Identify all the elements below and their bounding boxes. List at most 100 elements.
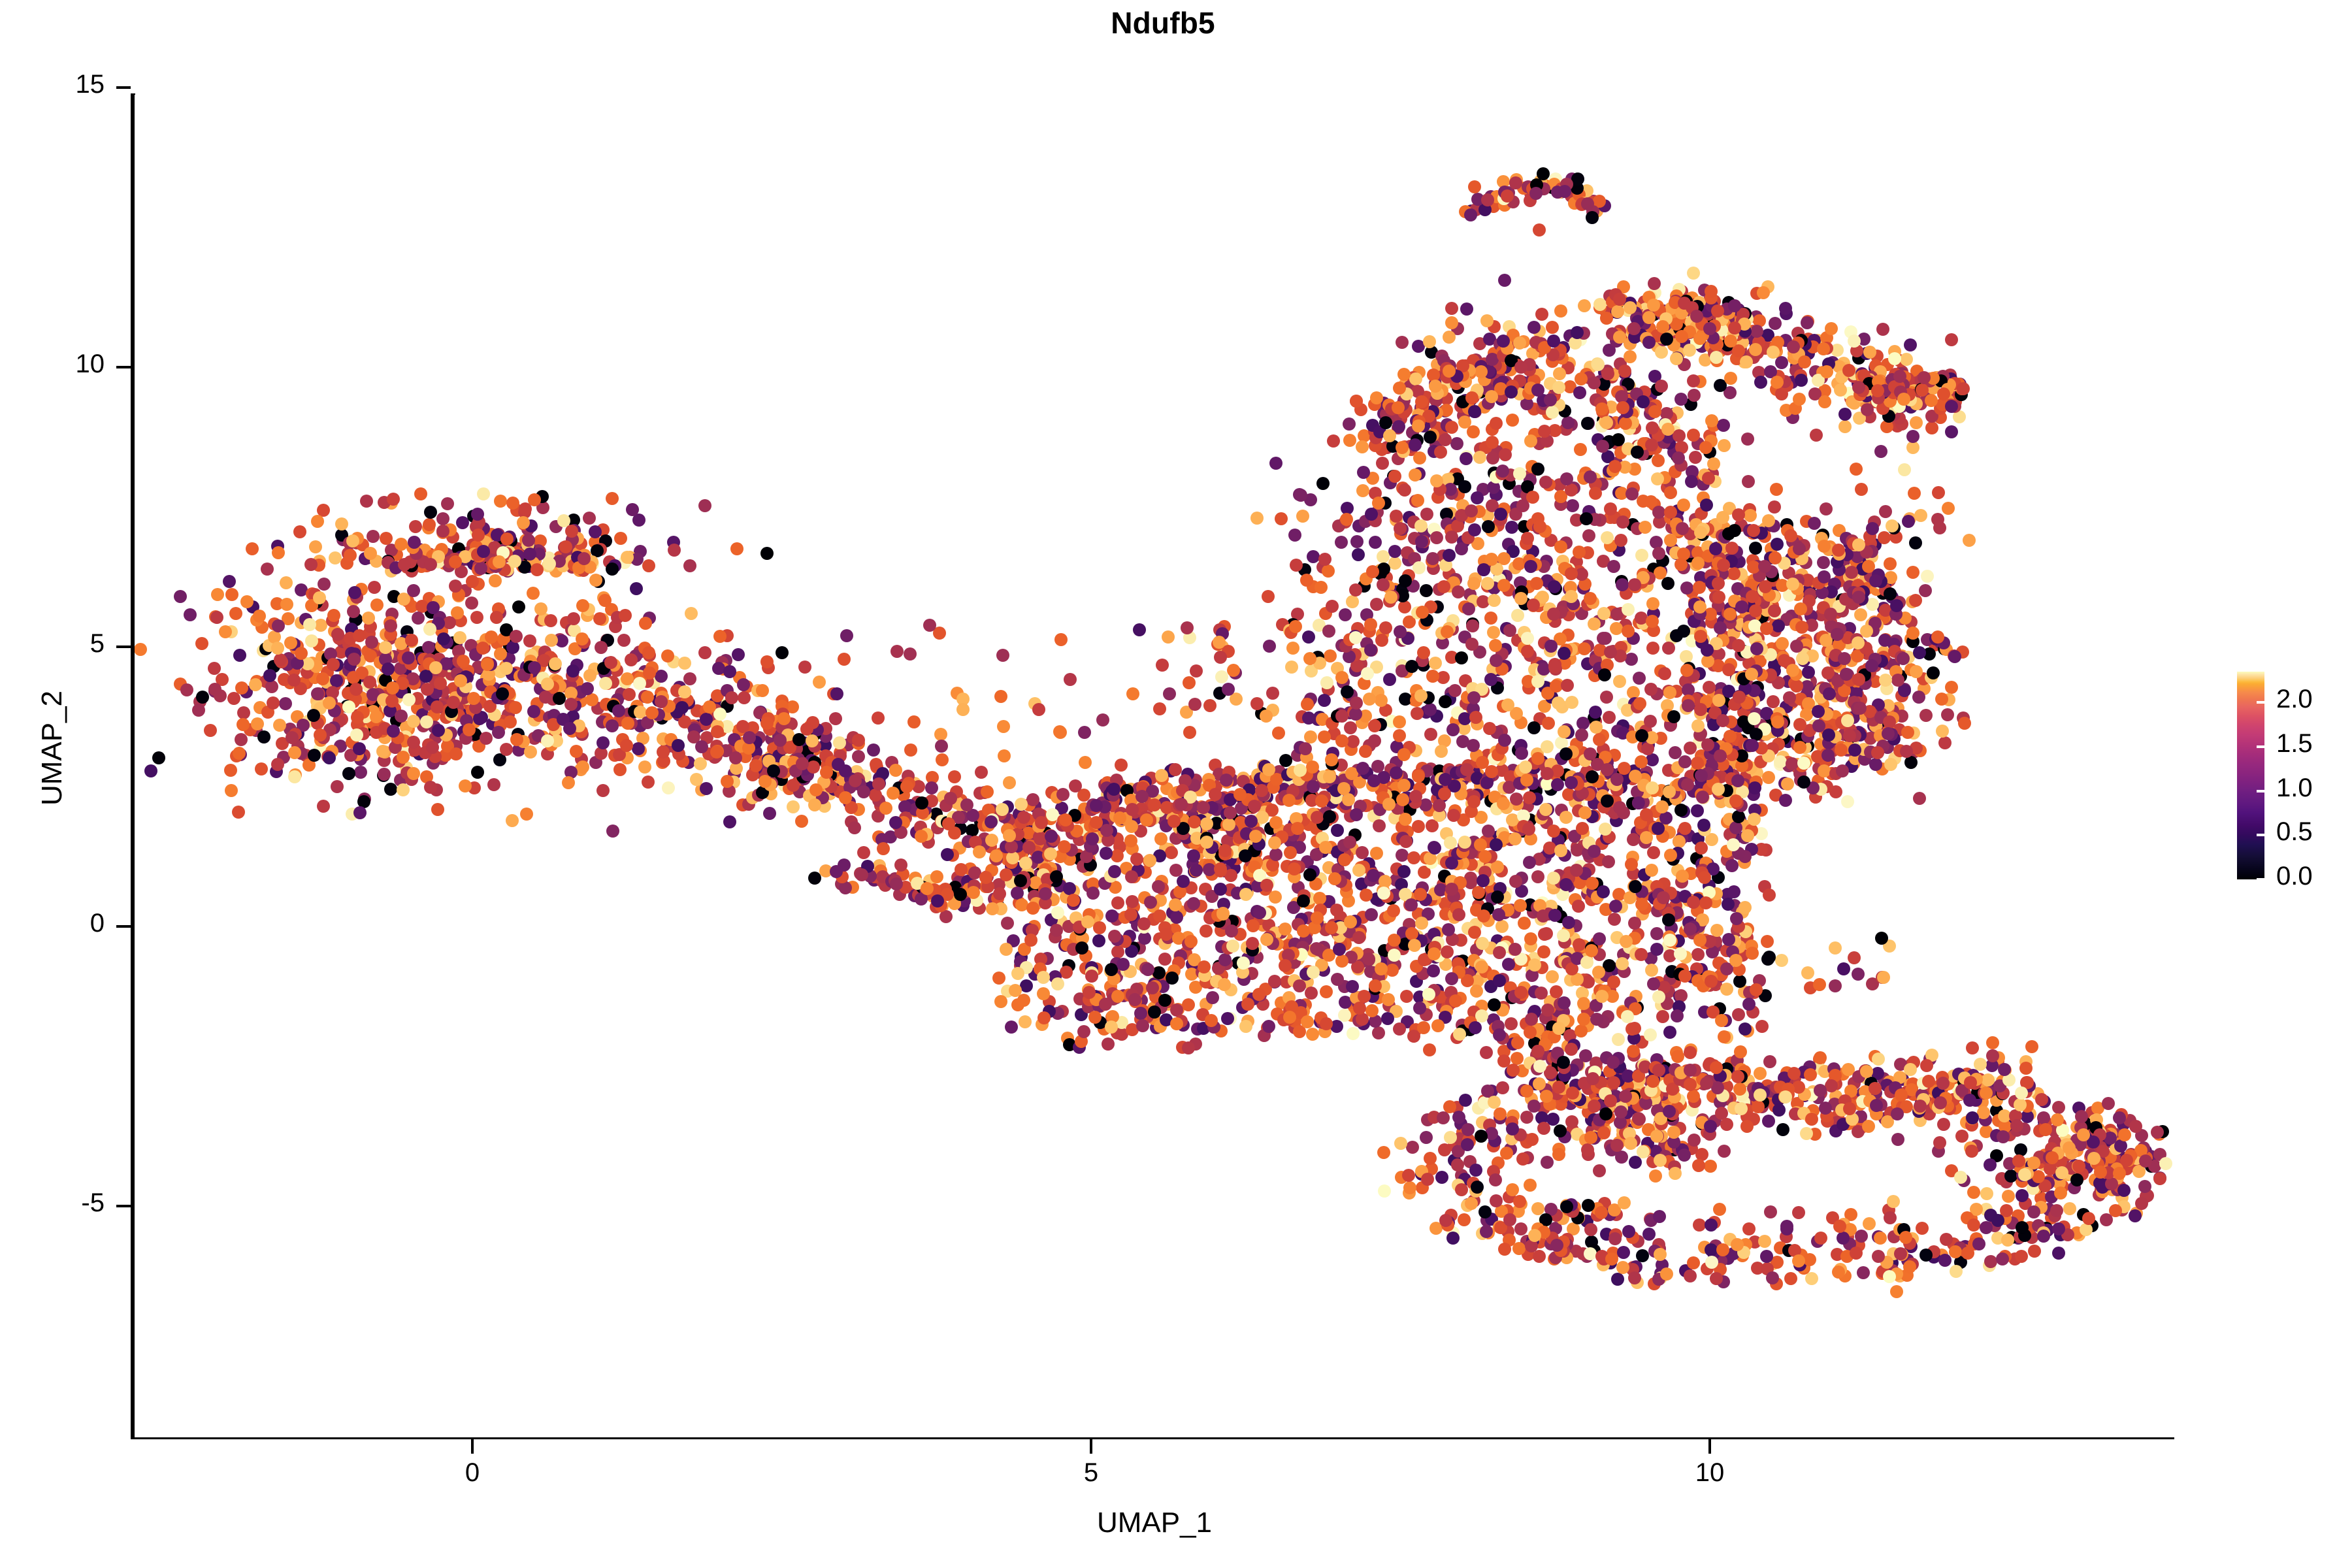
scatter-point [266, 696, 280, 710]
scatter-point [225, 783, 238, 797]
scatter-point [1214, 862, 1227, 875]
scatter-point [313, 591, 326, 604]
scatter-point [1389, 510, 1403, 523]
scatter-point [1282, 794, 1296, 808]
scatter-point [1899, 744, 1913, 758]
scatter-point [1092, 921, 1106, 934]
scatter-point [1820, 502, 1833, 516]
scatter-point [1218, 953, 1232, 966]
scatter-point [1691, 948, 1705, 961]
scatter-point [710, 745, 723, 759]
scatter-point [1855, 482, 1869, 496]
scatter-point [1484, 611, 1498, 625]
scatter-point [1727, 838, 1740, 851]
scatter-point [1017, 993, 1030, 1007]
scatter-point [1487, 625, 1500, 639]
scatter-point [1531, 462, 1544, 476]
scatter-point [1574, 443, 1588, 456]
scatter-point [1643, 1028, 1657, 1041]
scatter-point [678, 685, 691, 698]
scatter-point [370, 710, 384, 723]
scatter-point [960, 798, 974, 811]
scatter-point [1204, 1014, 1218, 1028]
scatter-point [638, 616, 652, 630]
scatter-point [284, 636, 297, 649]
scatter-point [1585, 877, 1599, 890]
scatter-point [1373, 819, 1386, 832]
scatter-point [1379, 621, 1392, 634]
scatter-point [1108, 865, 1122, 879]
scatter-point [499, 661, 513, 675]
scatter-point [1347, 735, 1360, 748]
scatter-point [576, 760, 589, 774]
scatter-point [1226, 939, 1240, 953]
scatter-point [1143, 853, 1156, 867]
scatter-point [1452, 908, 1466, 922]
scatter-point [353, 806, 367, 819]
scatter-point [1467, 576, 1480, 590]
scatter-point [954, 863, 968, 877]
scatter-point [1349, 583, 1363, 596]
scatter-point [509, 701, 523, 715]
scatter-point [1407, 939, 1421, 952]
scatter-point [1581, 416, 1595, 430]
scatter-point [470, 508, 484, 521]
scatter-point [1763, 889, 1776, 902]
scatter-point [1165, 972, 1179, 985]
scatter-point [1392, 715, 1406, 729]
scatter-point [1621, 603, 1635, 617]
scatter-point [1741, 475, 1755, 489]
scatter-point [1405, 659, 1418, 673]
scatter-point [1374, 693, 1388, 707]
scatter-point [1124, 870, 1138, 884]
scatter-point [271, 757, 285, 771]
scatter-point [877, 842, 890, 856]
scatter-point [411, 611, 425, 625]
scatter-point [1520, 773, 1533, 787]
scatter-point [1524, 932, 1537, 945]
scatter-point [1469, 711, 1482, 725]
scatter-point [1206, 990, 1220, 1004]
scatter-point [1392, 729, 1406, 743]
scatter-point [1707, 457, 1721, 470]
scatter-point [730, 542, 744, 556]
scatter-point [1722, 932, 1735, 946]
scatter-point [1731, 774, 1744, 787]
scatter-point [1645, 753, 1659, 766]
scatter-point [1635, 755, 1648, 768]
scatter-point [1262, 762, 1275, 776]
scatter-point [446, 695, 460, 709]
scatter-point [1883, 557, 1897, 571]
scatter-point [633, 677, 646, 690]
scatter-point [1146, 981, 1160, 994]
scatter-point [1676, 869, 1690, 883]
scatter-point [1909, 536, 1923, 550]
scatter-point [394, 709, 408, 723]
scatter-point [1410, 706, 1424, 720]
scatter-point [1445, 530, 1458, 544]
scatter-point [1807, 516, 1821, 530]
scatter-point [1413, 561, 1426, 574]
scatter-point [152, 751, 165, 765]
scatter-point [1744, 509, 1757, 522]
scatter-point [1884, 587, 1897, 600]
scatter-point [1060, 965, 1073, 979]
scatter-point [1932, 485, 1946, 499]
scatter-point [1651, 453, 1665, 467]
scatter-point [1394, 522, 1407, 535]
scatter-point [1169, 762, 1183, 776]
scatter-point [1115, 758, 1128, 772]
scatter-point [1476, 937, 1489, 951]
scatter-point [1335, 954, 1348, 968]
scatter-point [1238, 849, 1252, 862]
scatter-point [1357, 990, 1371, 1004]
scatter-point [1548, 660, 1562, 674]
scatter-point [222, 574, 236, 588]
scatter-point [436, 632, 450, 645]
scatter-point [1306, 779, 1320, 793]
scatter-point [1727, 885, 1740, 898]
scatter-point [465, 574, 479, 588]
scatter-point [1935, 692, 1948, 706]
scatter-point [1677, 498, 1690, 512]
scatter-point [1771, 538, 1784, 551]
